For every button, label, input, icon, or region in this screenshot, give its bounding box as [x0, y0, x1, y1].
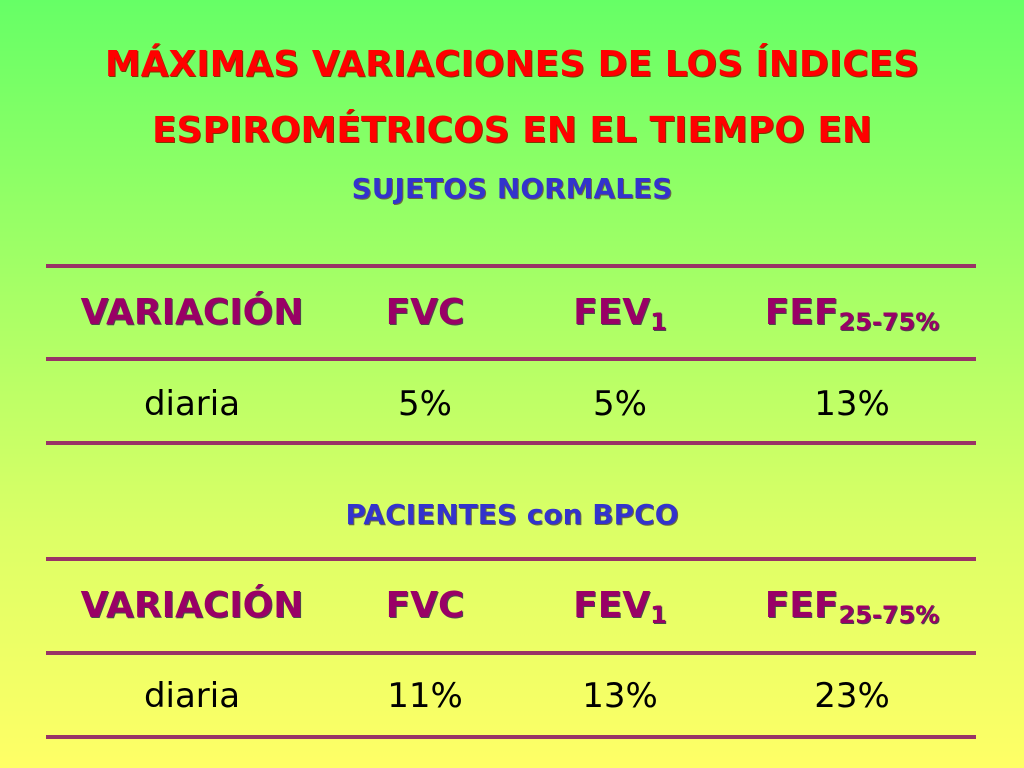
- table-1-cell-fef: 13%: [814, 384, 890, 424]
- table-1-header-fvc: FVC: [385, 292, 465, 333]
- table-1-cell-fev1: 5%: [593, 384, 647, 424]
- table-2-header-fvc: FVC: [385, 585, 465, 626]
- table-2-header-fev1: FEV1: [573, 585, 667, 629]
- table-1-header-fef: FEF25-75%: [764, 292, 940, 336]
- table-2-header-variacion: VARIACIÓN: [80, 585, 304, 626]
- table-1-bottom-rule: [46, 441, 976, 445]
- table-2-bottom-rule: [46, 735, 976, 739]
- table-2-top-rule: [46, 557, 976, 561]
- table-2-header-rule: [46, 651, 976, 655]
- title-line-1: MÁXIMAS VARIACIONES DE LOS ÍNDICES: [104, 44, 920, 85]
- table-2-cell-fev1: 13%: [582, 676, 658, 716]
- table-2-cell-variacion: diaria: [143, 676, 241, 716]
- title-line-2: ESPIROMÉTRICOS EN EL TIEMPO EN: [151, 110, 873, 151]
- table-1-header-rule: [46, 357, 976, 361]
- table-1-header-variacion: VARIACIÓN: [80, 292, 304, 333]
- table-2-header-fef: FEF25-75%: [764, 585, 940, 629]
- table-1-top-rule: [46, 264, 976, 268]
- table-1-heading: SUJETOS NORMALES: [351, 172, 673, 205]
- table-2-heading: PACIENTES con BPCO: [345, 498, 679, 531]
- table-1-header-fev1: FEV1: [573, 292, 667, 336]
- table-2-cell-fvc: 11%: [387, 676, 463, 716]
- table-2-cell-fef: 23%: [814, 676, 890, 716]
- table-1-cell-fvc: 5%: [398, 384, 452, 424]
- table-1-cell-variacion: diaria: [143, 384, 241, 424]
